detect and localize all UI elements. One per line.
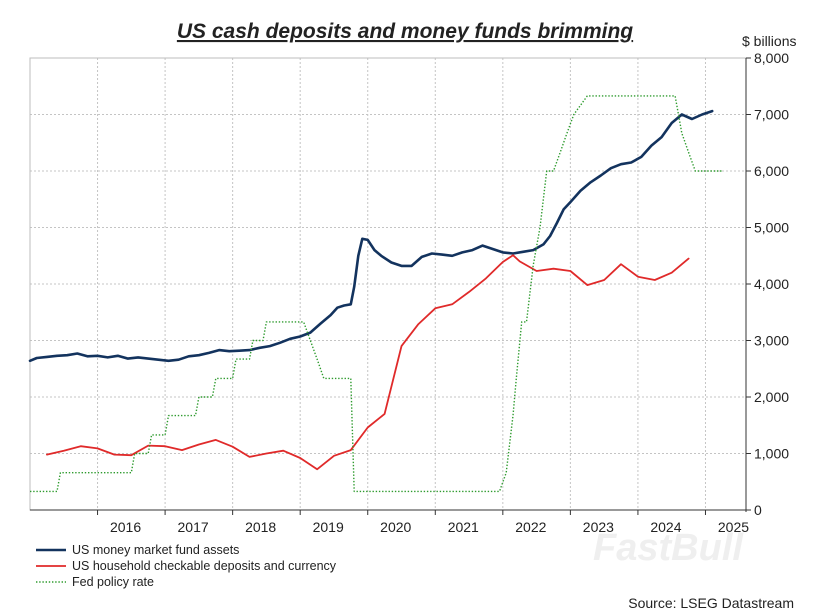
y-tick-label: 0 bbox=[754, 502, 762, 518]
legend-label-money-market: US money market fund assets bbox=[72, 543, 239, 557]
legend-label-household-deposits: US household checkable deposits and curr… bbox=[72, 559, 337, 573]
series-line-household-deposits bbox=[46, 254, 690, 471]
y-tick-label: 5,000 bbox=[754, 220, 789, 236]
x-tick-label: 2024 bbox=[650, 519, 681, 535]
y-tick-label: 1,000 bbox=[754, 446, 789, 462]
series bbox=[28, 95, 723, 493]
y-tick-label: 2,000 bbox=[754, 389, 789, 405]
x-tick-label: 2016 bbox=[110, 519, 141, 535]
series-line-fed-policy-rate bbox=[30, 95, 723, 493]
x-tick-label: 2022 bbox=[515, 519, 546, 535]
chart-title: US cash deposits and money funds brimmin… bbox=[177, 20, 633, 43]
x-tick-label: 2018 bbox=[245, 519, 276, 535]
y-tick-label: 4,000 bbox=[754, 276, 789, 292]
x-tick-label: 2017 bbox=[178, 519, 209, 535]
y-tick-label: 8,000 bbox=[754, 50, 789, 66]
legend: US money market fund assets US household… bbox=[36, 543, 337, 589]
x-tick-label: 2019 bbox=[313, 519, 344, 535]
y-tick-label: 3,000 bbox=[754, 333, 789, 349]
y-axis-unit-label: $ billions bbox=[742, 33, 796, 49]
watermark: FastBull bbox=[593, 527, 744, 569]
x-tick-label: 2023 bbox=[583, 519, 614, 535]
x-tick-label: 2020 bbox=[380, 519, 411, 535]
grid bbox=[30, 58, 746, 510]
x-tick-label: 2021 bbox=[448, 519, 479, 535]
y-axis: 0 1,000 2,000 3,000 4,000 5,000 6,000 7,000 8,00… bbox=[746, 50, 789, 518]
y-tick-label: 7,000 bbox=[754, 107, 789, 123]
x-axis: 2016 2017 2018 2019 2020 2021 2022 2023 2024 2025 bbox=[97, 510, 749, 535]
y-tick-label: 6,000 bbox=[754, 163, 789, 179]
series-line-money-market-fund-assets bbox=[28, 109, 714, 363]
legend-label-fed-rate: Fed policy rate bbox=[72, 575, 154, 589]
source-note: Source: LSEG Datastream bbox=[628, 595, 794, 611]
x-tick-label: 2025 bbox=[718, 519, 749, 535]
